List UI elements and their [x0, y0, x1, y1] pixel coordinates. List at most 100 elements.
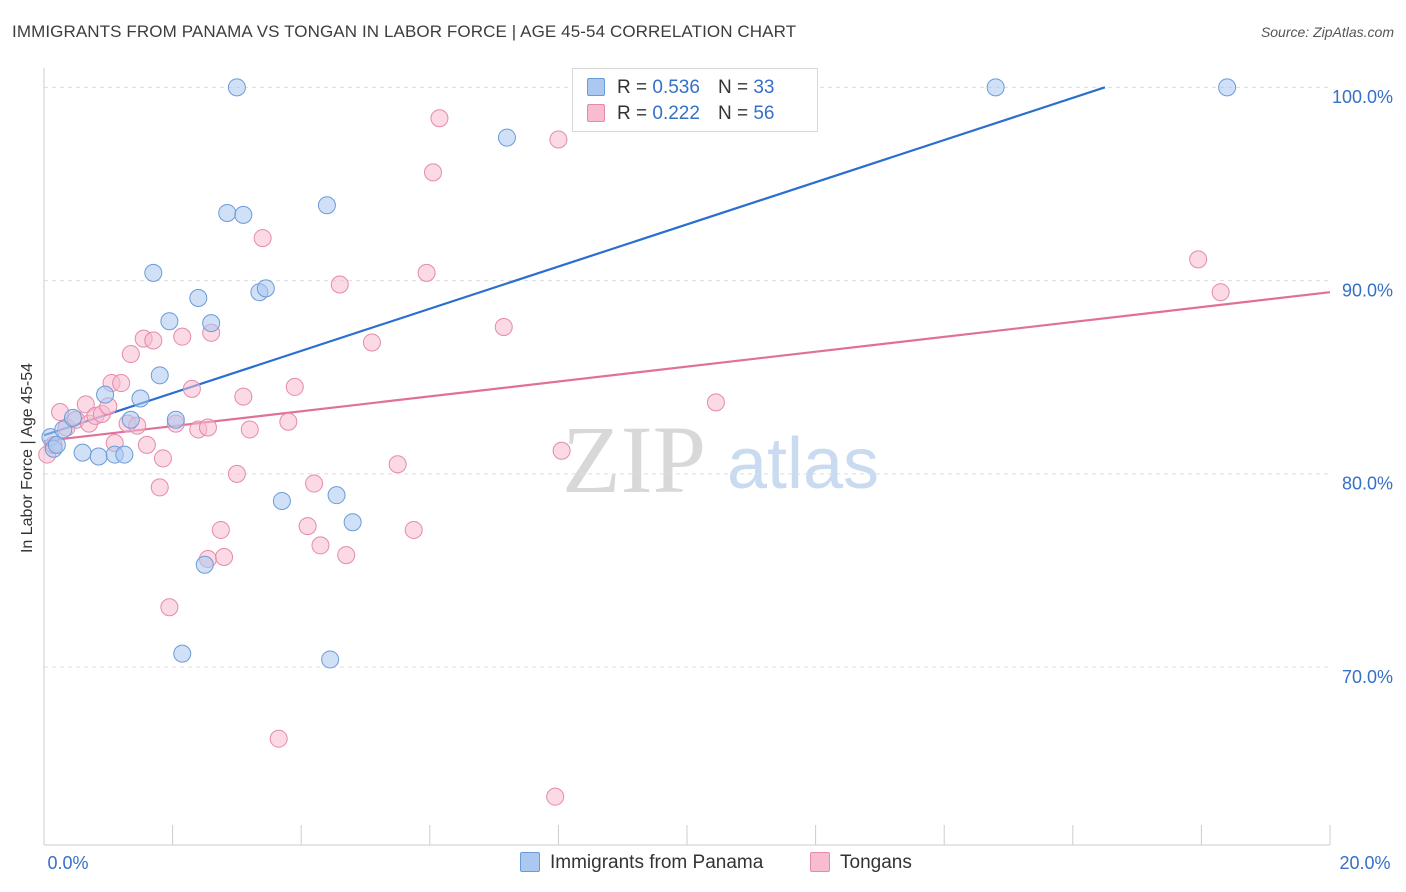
data-point-tongan [552, 441, 571, 460]
legend-row-tongan: R = 0.222 N = 56 [587, 103, 774, 125]
data-point-tongan [144, 331, 163, 350]
data-point-panama [144, 263, 163, 282]
data-point-panama [73, 443, 92, 462]
bottom-legend-swatch-panama [520, 852, 540, 872]
tick-labels: 100.0% 90.0% 80.0% 70.0% 0.0% 20.0% [47, 87, 1393, 873]
data-point-tongan [121, 345, 140, 364]
legend-swatch-tongan [587, 104, 605, 122]
data-point-tongan [227, 464, 246, 483]
data-point-tongan [153, 449, 172, 468]
data-point-panama [272, 491, 291, 510]
data-points [38, 78, 1237, 806]
data-point-tongan [424, 163, 443, 182]
data-point-tongan [211, 520, 230, 539]
data-point-panama [166, 410, 185, 429]
bottom-legend-label-panama: Immigrants from Panama [550, 852, 764, 873]
data-point-panama [227, 78, 246, 97]
data-point-tongan [417, 263, 436, 282]
trend-lines [43, 86, 1331, 443]
data-point-panama [1218, 78, 1237, 97]
data-point-tongan [279, 412, 298, 431]
data-point-panama [327, 486, 346, 505]
bottom-legend-panama: Immigrants from Panama [520, 852, 763, 874]
legend-n-label: N = [717, 103, 749, 124]
trend-line-tongan [43, 291, 1331, 443]
data-point-panama [343, 513, 362, 532]
data-point-panama [47, 435, 66, 454]
data-point-panama [173, 644, 192, 663]
data-point-tongan [330, 275, 349, 294]
watermark-zip: ZIP [562, 406, 706, 513]
data-point-tongan [215, 548, 234, 567]
y-tick-label: 80.0% [1342, 474, 1393, 494]
bottom-legend-swatch-tongan [810, 852, 830, 872]
data-point-panama [256, 279, 275, 298]
data-point-tongan [1211, 283, 1230, 302]
data-point-tongan [112, 374, 131, 393]
y-tick-label: 100.0% [1332, 87, 1393, 107]
data-point-tongan [546, 787, 565, 806]
data-point-panama [321, 650, 340, 669]
data-point-panama [189, 289, 208, 308]
data-point-tongan [430, 109, 449, 128]
data-point-tongan [298, 517, 317, 536]
data-point-panama [195, 555, 214, 574]
data-point-tongan [494, 318, 513, 336]
data-point-panama [115, 445, 134, 464]
data-point-tongan [706, 393, 725, 412]
data-point-tongan [269, 729, 288, 748]
data-point-tongan [388, 455, 407, 474]
x-tick-label: 0.0% [47, 853, 88, 873]
data-point-panama [54, 420, 73, 439]
legend-r-value-panama: 0.536 [652, 77, 700, 98]
data-point-panama [234, 205, 253, 224]
data-point-tongan [362, 333, 381, 352]
source-label: Source: ZipAtlas.com [1260, 24, 1394, 40]
y-tick-label: 90.0% [1342, 280, 1393, 300]
data-point-tongan [76, 395, 95, 414]
data-point-tongan [253, 229, 272, 248]
data-point-tongan [173, 327, 192, 346]
data-point-panama [317, 196, 336, 215]
data-point-tongan [182, 379, 201, 398]
data-point-tongan [549, 130, 568, 149]
watermark-atlas: atlas [727, 424, 879, 504]
data-point-panama [89, 447, 108, 466]
y-tick-label: 70.0% [1342, 667, 1393, 687]
trend-line-panama [43, 86, 1106, 437]
x-tick-label: 20.0% [1339, 853, 1390, 873]
chart-title: IMMIGRANTS FROM PANAMA VS TONGAN IN LABO… [12, 22, 797, 41]
data-point-tongan [404, 520, 423, 539]
data-point-panama [131, 389, 150, 408]
data-point-panama [96, 385, 115, 404]
data-point-tongan [234, 387, 253, 406]
bottom-legend-label-tongan: Tongans [840, 852, 912, 873]
legend-row-panama: R = 0.536 N = 33 [587, 77, 774, 99]
data-point-tongan [285, 377, 304, 396]
correlation-legend: R = 0.536 N = 33 R = 0.222 N = 56 [572, 68, 818, 132]
legend-n-value-tongan: 56 [753, 103, 775, 124]
bottom-legend-tongan: Tongans [810, 852, 912, 874]
legend-r-label: R = [617, 103, 648, 124]
data-point-panama [218, 203, 237, 222]
data-point-tongan [198, 418, 217, 437]
data-point-panama [202, 314, 221, 333]
data-point-panama [986, 78, 1005, 97]
data-point-tongan [305, 474, 324, 493]
data-point-panama [63, 408, 82, 427]
legend-n-label: N = [717, 77, 749, 98]
data-point-tongan [240, 420, 259, 439]
data-point-tongan [150, 478, 169, 497]
legend-n-value-panama: 33 [753, 77, 775, 98]
data-point-panama [150, 366, 169, 385]
legend-r-label: R = [617, 77, 648, 98]
data-point-panama [160, 312, 179, 331]
data-point-tongan [1189, 250, 1208, 269]
data-point-tongan [311, 536, 330, 555]
watermark: ZIP atlas [562, 406, 879, 513]
legend-swatch-panama [587, 78, 605, 96]
legend-r-value-tongan: 0.222 [652, 103, 700, 124]
data-point-panama [497, 128, 516, 147]
data-point-tongan [160, 598, 179, 617]
data-point-tongan [337, 546, 356, 565]
